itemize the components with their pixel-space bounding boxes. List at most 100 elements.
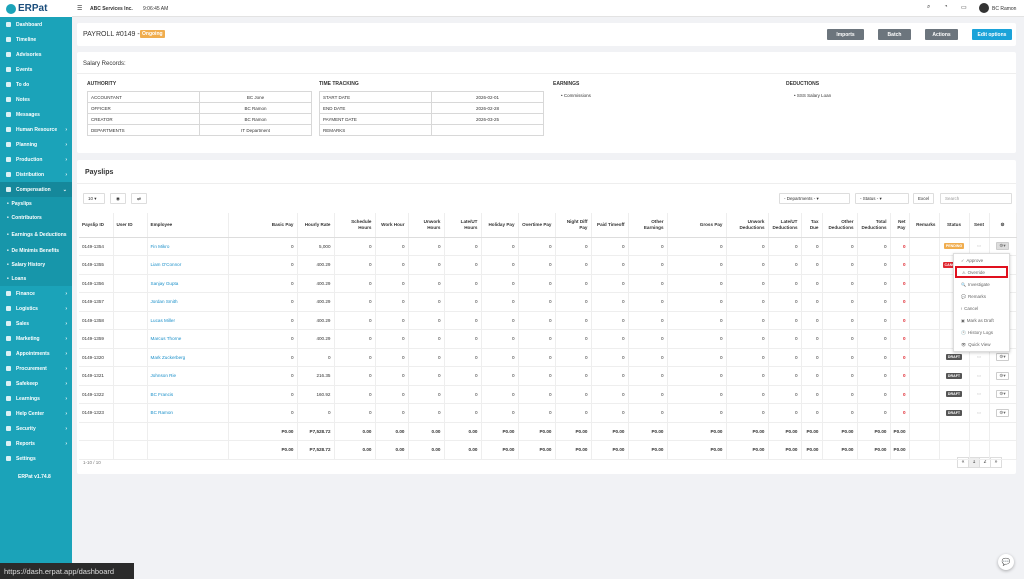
- nav-subitem[interactable]: • Earnings & Deductions: [0, 225, 72, 244]
- message-icon[interactable]: ▭: [961, 4, 967, 11]
- column-header[interactable]: Other Deductions: [822, 213, 857, 237]
- chat-button[interactable]: 💬: [998, 554, 1014, 570]
- status-filter[interactable]: - Status - ▾: [855, 193, 909, 204]
- nav-item[interactable]: Finance›: [0, 286, 72, 301]
- menu-item[interactable]: ✓Approve: [954, 254, 1009, 266]
- nav-item[interactable]: Marketing›: [0, 331, 72, 346]
- company[interactable]: ABC Services Inc.: [90, 6, 133, 12]
- column-header[interactable]: Hourly Rate: [297, 213, 334, 237]
- nav-item[interactable]: Help Center›: [0, 406, 72, 421]
- column-header[interactable]: Employee: [147, 213, 228, 237]
- employee[interactable]: Johnson Rie: [147, 367, 228, 386]
- nav-item[interactable]: Planning›: [0, 137, 72, 152]
- action-button[interactable]: ⚙▾: [996, 409, 1008, 417]
- action-button[interactable]: ⚙▾: [996, 372, 1008, 380]
- nav-subitem[interactable]: • Payslips: [0, 197, 72, 211]
- employee[interactable]: BC Francis: [147, 385, 228, 404]
- column-header[interactable]: Schedule Hours: [334, 213, 375, 237]
- notification-icon[interactable]: ◔: [944, 4, 948, 10]
- menu-toggle[interactable]: ☰: [77, 5, 82, 12]
- column-header[interactable]: Status: [939, 213, 969, 237]
- menu-item[interactable]: ▣Mark as Draft: [954, 314, 1009, 326]
- column-header[interactable]: Remarks: [909, 213, 939, 237]
- department-filter[interactable]: - Departments - ▾: [779, 193, 850, 204]
- nav-item[interactable]: Distribution›: [0, 167, 72, 182]
- nav-item[interactable]: Human Resource›: [0, 122, 72, 137]
- employee[interactable]: Fin Mikro: [147, 237, 228, 256]
- edit-options-button[interactable]: Edit options: [972, 29, 1012, 40]
- columns-button[interactable]: ◉: [110, 193, 126, 204]
- nav-subitem[interactable]: • Contributors: [0, 211, 72, 225]
- settings-header[interactable]: ⚙: [989, 213, 1016, 237]
- nav-item[interactable]: Learnings›: [0, 391, 72, 406]
- nav-subitem[interactable]: • De Minimis Benefits: [0, 244, 72, 258]
- logo[interactable]: ERPat: [0, 0, 72, 17]
- nav-item[interactable]: Safekeep›: [0, 376, 72, 391]
- nav-item[interactable]: Production›: [0, 152, 72, 167]
- action-button[interactable]: ⚙▾: [996, 242, 1008, 250]
- action[interactable]: ⚙▾: [989, 367, 1016, 386]
- nav-subitem[interactable]: • Salary History: [0, 258, 72, 272]
- avatar[interactable]: [979, 3, 989, 13]
- refresh-button[interactable]: ⇄: [131, 193, 147, 204]
- column-header[interactable]: Night Diff Pay: [555, 213, 591, 237]
- employee[interactable]: Marcus Thorne: [147, 330, 228, 349]
- employee[interactable]: Mark Zuckerberg: [147, 348, 228, 367]
- search-icon[interactable]: ⌕: [927, 4, 930, 11]
- action[interactable]: ⚙▾: [989, 385, 1016, 404]
- employee[interactable]: Jordan Smith: [147, 293, 228, 312]
- excel-button[interactable]: Excel: [913, 193, 934, 204]
- batch-button[interactable]: Batch: [878, 29, 911, 40]
- column-header[interactable]: Overtime Pay: [518, 213, 555, 237]
- column-header[interactable]: Unwork Deductions: [726, 213, 768, 237]
- nav-item[interactable]: To do: [0, 77, 72, 92]
- menu-item[interactable]: 🔍Investigate: [954, 278, 1009, 290]
- menu-item[interactable]: 💬Remarks: [954, 290, 1009, 302]
- column-header[interactable]: Total Deductions: [857, 213, 890, 237]
- menu-item[interactable]: 🕓History Logs: [954, 326, 1009, 338]
- nav-item[interactable]: Messages: [0, 107, 72, 122]
- nav-item[interactable]: Reports›: [0, 436, 72, 451]
- nav-item[interactable]: Notes: [0, 92, 72, 107]
- actions-button[interactable]: Actions: [925, 29, 958, 40]
- action-button[interactable]: ⚙▾: [996, 353, 1008, 361]
- column-header[interactable]: Work Hour: [375, 213, 408, 237]
- nav-item[interactable]: Settings: [0, 451, 72, 466]
- column-header[interactable]: Paid Timeoff: [591, 213, 628, 237]
- employee[interactable]: Sanjay Gupta: [147, 274, 228, 293]
- imports-button[interactable]: Imports: [827, 29, 864, 40]
- employee[interactable]: BC Ramon: [147, 404, 228, 423]
- column-header[interactable]: Late/UT Hours: [444, 213, 481, 237]
- column-header[interactable]: Unwork Hours: [408, 213, 444, 237]
- nav-item[interactable]: Sales›: [0, 316, 72, 331]
- column-header[interactable]: Late/UT Deductions: [768, 213, 801, 237]
- menu-item[interactable]: ⚠Override: [955, 266, 1008, 278]
- employee[interactable]: Lucas Miller: [147, 311, 228, 330]
- column-header[interactable]: Gross Pay: [667, 213, 726, 237]
- column-header[interactable]: Other Earnings: [628, 213, 667, 237]
- column-header[interactable]: Net Pay: [890, 213, 909, 237]
- column-header[interactable]: Tax Due: [801, 213, 822, 237]
- nav-subitem[interactable]: • Loans: [0, 272, 72, 286]
- column-header[interactable]: User ID: [113, 213, 147, 237]
- menu-item[interactable]: !Cancel: [954, 302, 1009, 314]
- nav-item[interactable]: Events: [0, 62, 72, 77]
- nav-item[interactable]: Logistics›: [0, 301, 72, 316]
- nav-item[interactable]: Advisories: [0, 47, 72, 62]
- page-size-select[interactable]: 10 ▾: [83, 193, 105, 204]
- nav-item[interactable]: Compensation⌄: [0, 182, 72, 197]
- search-input[interactable]: Search: [940, 193, 1012, 204]
- column-header[interactable]: Holiday Pay: [481, 213, 518, 237]
- action-button[interactable]: ⚙▾: [996, 390, 1008, 398]
- menu-item[interactable]: 👁Quick View: [954, 338, 1009, 350]
- nav-item[interactable]: Procurement›: [0, 361, 72, 376]
- column-header[interactable]: Basic Pay: [228, 213, 297, 237]
- user-name[interactable]: BC Ramon: [992, 6, 1016, 12]
- employee[interactable]: Liam O'Connor: [147, 256, 228, 275]
- column-header[interactable]: Payslip ID: [79, 213, 113, 237]
- column-header[interactable]: Sent: [969, 213, 989, 237]
- nav-item[interactable]: Appointments›: [0, 346, 72, 361]
- action[interactable]: ⚙▾: [989, 404, 1016, 423]
- nav-item[interactable]: Dashboard: [0, 17, 72, 32]
- nav-item[interactable]: Security›: [0, 421, 72, 436]
